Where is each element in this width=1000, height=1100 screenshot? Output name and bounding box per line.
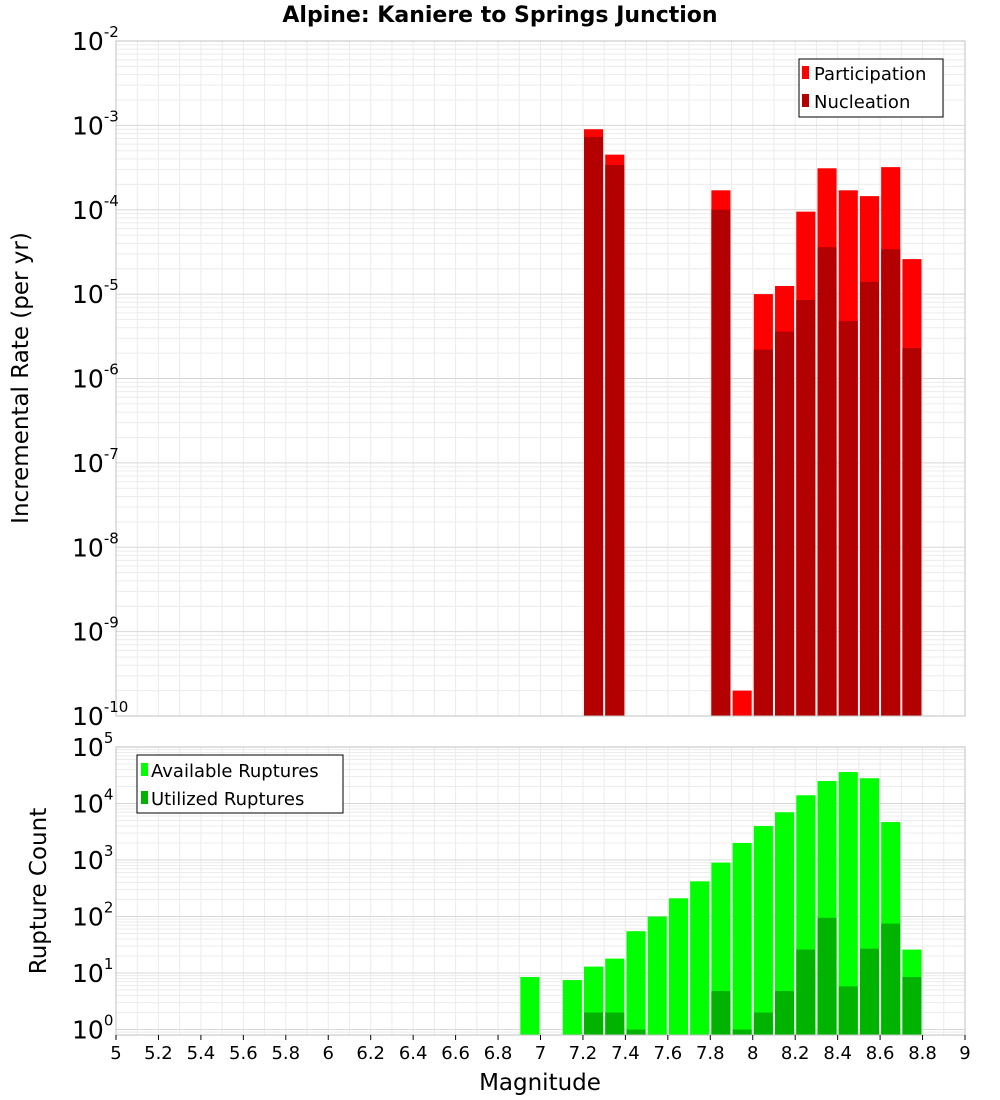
available-legend-label: Available Ruptures xyxy=(151,761,319,782)
nucleation-bar xyxy=(859,281,880,716)
y-tick-label: 104 xyxy=(72,786,113,819)
x-tick-label: 8.2 xyxy=(781,1043,810,1064)
x-tick-label: 5 xyxy=(110,1043,121,1064)
utilized-ruptures-bar xyxy=(838,986,858,1035)
x-tick-label: 8.6 xyxy=(866,1043,895,1064)
x-tick-label: 7.4 xyxy=(611,1043,640,1064)
utilized-ruptures-bar xyxy=(711,991,731,1035)
nucleation-bar xyxy=(711,209,731,716)
y-tick-label: 10-4 xyxy=(72,192,119,225)
available-ruptures-bar xyxy=(520,977,540,1035)
available-ruptures-bar xyxy=(626,931,646,1035)
y-tick-label: 100 xyxy=(72,1012,113,1045)
utilized-ruptures-bar xyxy=(732,1029,752,1035)
rate-bars xyxy=(584,129,922,717)
x-tick-label: 6 xyxy=(323,1043,334,1064)
x-tick-label: 5.4 xyxy=(187,1043,216,1064)
utilized-ruptures-bar xyxy=(584,1012,604,1035)
x-tick-label: 9 xyxy=(959,1043,970,1064)
utilized-ruptures-bar xyxy=(817,917,837,1035)
rate-panel: 10-10 10-9 10-8 10-7 10-6 10-5 10-4 10-3 10-2 In… xyxy=(8,23,966,731)
participation-legend-label: Participation xyxy=(814,64,926,85)
y-tick-label: 10-3 xyxy=(72,107,119,140)
nucleation-legend-swatch xyxy=(802,94,809,107)
y-tick-label: 10-8 xyxy=(72,529,119,562)
x-tick-label: 5.8 xyxy=(271,1043,300,1064)
available-ruptures-bar xyxy=(753,825,773,1035)
y-tick-label: 105 xyxy=(72,729,113,762)
available-ruptures-bar xyxy=(562,980,582,1035)
y-tick-label: 10-10 xyxy=(72,698,128,731)
available-ruptures-bar xyxy=(775,812,795,1035)
y-tick-label: 102 xyxy=(72,899,113,932)
x-tick-label: 7.8 xyxy=(696,1043,725,1064)
chart-title: Alpine: Kaniere to Springs Junction xyxy=(282,3,717,28)
x-tick-label: 6.8 xyxy=(484,1043,513,1064)
y-tick-label: 101 xyxy=(72,955,113,988)
x-tick-label: 6.6 xyxy=(441,1043,470,1064)
rate-legend: Participation Nucleation xyxy=(798,58,944,118)
rate-legend-box xyxy=(798,58,944,118)
count-legend-box xyxy=(136,754,344,814)
x-tick-label: 6.2 xyxy=(356,1043,385,1064)
utilized-ruptures-bar xyxy=(753,1012,773,1035)
y-tick-label: 10-6 xyxy=(72,361,119,394)
x-tick-label: 6.4 xyxy=(399,1043,428,1064)
nucleation-bar xyxy=(605,164,625,716)
available-ruptures-bar xyxy=(690,881,710,1035)
nucleation-bar xyxy=(753,349,773,716)
y-tick-label: 10-9 xyxy=(72,614,119,647)
nucleation-bar xyxy=(817,247,837,716)
utilized-ruptures-bar xyxy=(902,977,922,1035)
available-legend-swatch xyxy=(141,763,148,776)
count-x-ticks: 5 5.2 5.4 5.6 5.8 6 6.2 6.4 6.6 6.8 7 7.2 7.4 7.6 7.8 8… xyxy=(110,1035,971,1064)
x-tick-label: 5.2 xyxy=(144,1043,173,1064)
utilized-ruptures-bar xyxy=(605,1012,625,1035)
utilized-ruptures-bar xyxy=(881,923,901,1035)
rate-y-ticks: 10-10 10-9 10-8 10-7 10-6 10-5 10-4 10-3 10-2 xyxy=(72,23,128,731)
utilized-ruptures-bar xyxy=(859,948,880,1035)
utilized-ruptures-bar xyxy=(626,1029,646,1035)
nucleation-bar xyxy=(584,136,604,717)
count-bars xyxy=(520,772,922,1035)
count-legend: Available Ruptures Utilized Ruptures xyxy=(136,754,344,814)
nucleation-bar xyxy=(775,331,795,716)
y-tick-label: 10-2 xyxy=(72,23,119,56)
y-tick-label: 103 xyxy=(72,842,113,875)
nucleation-bar xyxy=(902,347,922,716)
utilized-ruptures-bar xyxy=(775,991,795,1035)
available-ruptures-bar xyxy=(668,898,689,1035)
x-tick-label: 7 xyxy=(535,1043,546,1064)
x-tick-label: 7.2 xyxy=(569,1043,598,1064)
x-tick-label: 8.4 xyxy=(823,1043,852,1064)
x-axis-label: Magnitude xyxy=(479,1070,601,1096)
x-tick-label: 8.8 xyxy=(908,1043,937,1064)
nucleation-bar xyxy=(796,300,816,716)
x-tick-label: 7.6 xyxy=(654,1043,683,1064)
nucleation-bar xyxy=(838,321,858,716)
available-ruptures-bar xyxy=(732,843,752,1035)
x-tick-label: 5.6 xyxy=(229,1043,258,1064)
y-tick-label: 10-5 xyxy=(72,276,119,309)
available-ruptures-bar xyxy=(838,772,858,1035)
available-ruptures-bar xyxy=(647,916,667,1035)
count-y-ticks: 100 101 102 103 104 105 xyxy=(72,729,113,1045)
utilized-legend-label: Utilized Ruptures xyxy=(151,789,304,810)
rate-plot-frame xyxy=(115,40,966,717)
nucleation-bar xyxy=(881,249,901,716)
y-tick-label: 10-7 xyxy=(72,445,119,478)
x-tick-label: 8 xyxy=(747,1043,758,1064)
rate-grid xyxy=(115,40,966,717)
rate-y-axis-label: Incremental Rate (per yr) xyxy=(8,232,34,524)
participation-legend-swatch xyxy=(802,66,809,79)
participation-bar xyxy=(732,690,752,716)
nucleation-legend-label: Nucleation xyxy=(814,92,910,113)
utilized-ruptures-bar xyxy=(796,949,816,1035)
count-panel: 100 101 102 103 104 105 5 5.2 5.4 5.6 5.8 6 6.2 6.4 6… xyxy=(26,729,971,1096)
utilized-legend-swatch xyxy=(141,791,148,804)
count-y-axis-label: Rupture Count xyxy=(26,808,52,974)
